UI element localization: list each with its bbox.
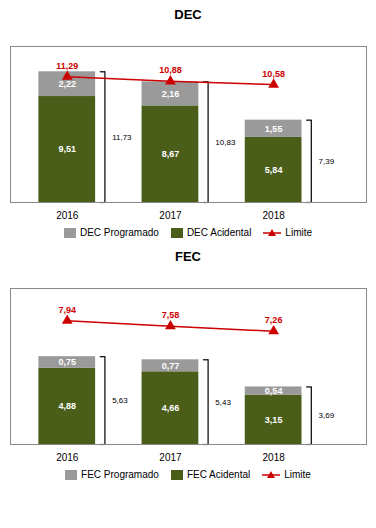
- html-text:DEC: DEC: [174, 7, 202, 22]
- svg-text:0,54: 0,54: [265, 386, 283, 396]
- html-text:FEC Programado: FEC Programado: [81, 469, 159, 480]
- svg-text:2,16: 2,16: [162, 89, 180, 99]
- svg-text:3,15: 3,15: [265, 415, 283, 425]
- html-text:DEC Programado: DEC Programado: [80, 227, 159, 238]
- svg-text:0,77: 0,77: [162, 361, 180, 371]
- svg-text:5,43: 5,43: [215, 398, 231, 407]
- svg-text:8,67: 8,67: [162, 149, 180, 159]
- svg-text:5,63: 5,63: [112, 396, 128, 405]
- svg-text:7,94: 7,94: [58, 305, 76, 315]
- svg-text:2016: 2016: [56, 452, 79, 463]
- svg-text:11,73: 11,73: [112, 133, 132, 142]
- svg-text:4,88: 4,88: [58, 401, 76, 411]
- svg-text:9,51: 9,51: [58, 144, 76, 154]
- svg-text:10,83: 10,83: [215, 138, 236, 147]
- html-text:Limite: Limite: [284, 469, 311, 480]
- svg-text:11,29: 11,29: [56, 61, 78, 71]
- html-text:FEC Acidental: FEC Acidental: [186, 469, 251, 480]
- svg-text:10,58: 10,58: [262, 69, 285, 79]
- svg-text:2016: 2016: [56, 210, 79, 221]
- svg-text:10,88: 10,88: [159, 65, 182, 75]
- svg-text:2018: 2018: [263, 452, 286, 463]
- svg-text:0,75: 0,75: [58, 357, 76, 367]
- svg-text:7,26: 7,26: [265, 315, 283, 325]
- svg-text:2018: 2018: [263, 210, 286, 221]
- html-text:FEC: FEC: [175, 249, 201, 264]
- html-text:DEC Acidental: DEC Acidental: [186, 227, 252, 238]
- html-text:Limite: Limite: [285, 227, 312, 238]
- svg-text:1,55: 1,55: [265, 124, 283, 134]
- svg-text:3,69: 3,69: [319, 411, 335, 420]
- svg-text:5,84: 5,84: [265, 165, 283, 175]
- svg-text:2,22: 2,22: [58, 79, 76, 89]
- svg-text:4,66: 4,66: [162, 403, 180, 413]
- svg-text:7,39: 7,39: [319, 157, 335, 166]
- svg-text:2017: 2017: [159, 452, 182, 463]
- svg-text:7,58: 7,58: [162, 310, 180, 320]
- svg-text:2017: 2017: [159, 210, 182, 221]
